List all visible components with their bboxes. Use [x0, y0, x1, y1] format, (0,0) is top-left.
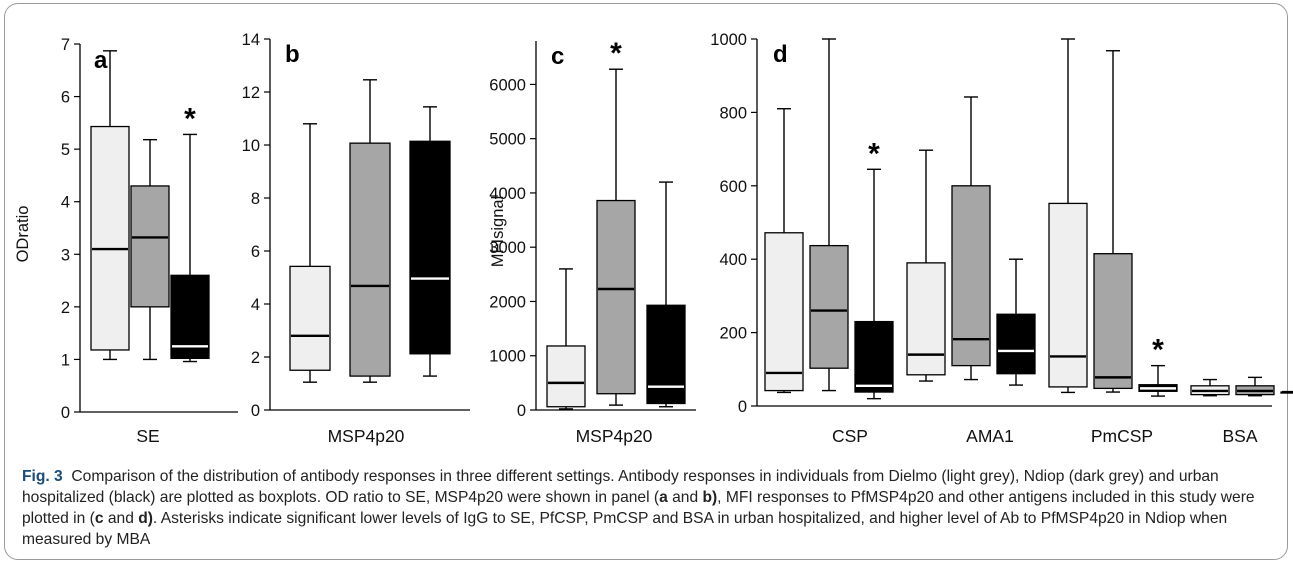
y-tick-label: 600: [719, 178, 747, 196]
y-tick-label: 0: [61, 404, 70, 422]
y-tick-label: 400: [719, 251, 747, 269]
category-label: BSA: [1222, 426, 1257, 446]
y-tick-label: 6: [61, 89, 70, 107]
box-urban-hospitalized: [170, 274, 210, 360]
caption-bold-2: b): [702, 489, 718, 506]
y-tick-label: 200: [719, 325, 747, 343]
y-tick-label: 1: [61, 351, 70, 369]
figure-chart: 01234567ODratioaSE*02468101214bMSP4p2001…: [14, 31, 1293, 446]
panel-letter: d: [773, 41, 788, 68]
significance-star: *: [184, 102, 196, 135]
caption-label: Fig. 3: [22, 468, 63, 485]
box-ndiop: [809, 244, 849, 369]
caption-bold-3: c: [94, 510, 104, 527]
y-tick-label: 0: [517, 402, 526, 420]
y-tick-label: 4: [251, 296, 260, 314]
y-tick-label: 5: [61, 141, 70, 159]
box-dielmo: [546, 345, 586, 408]
significance-star: *: [868, 137, 880, 170]
caption-text-1: Comparison of the distribution of antibo…: [22, 468, 1219, 506]
caption-text-3: , MFI responses to PfMSP4p20 and other a…: [22, 489, 1255, 527]
figure-caption: Fig. 3 Comparison of the distribution of…: [22, 466, 1272, 550]
panel-letter: a: [94, 47, 108, 74]
y-tick-label: 0: [738, 398, 747, 416]
box-ndiop: [951, 185, 991, 367]
box-dielmo: [1048, 202, 1088, 388]
box-ndiop: [1093, 253, 1133, 390]
y-tick-label: 2: [61, 299, 70, 317]
y-tick-label: 10: [242, 137, 260, 155]
box-dielmo: [906, 262, 946, 376]
box-urban-hospitalized: [996, 313, 1036, 375]
box-ndiop: [130, 185, 170, 308]
box-urban-hospitalized: [854, 320, 894, 393]
category-label: CSP: [832, 426, 868, 446]
y-tick-label: 7: [61, 36, 70, 54]
caption-text-5: . Asterisks indicate significant lower l…: [22, 510, 1228, 548]
y-tick-label: 6: [251, 243, 260, 261]
caption-text-2: and: [667, 489, 703, 506]
y-tick-label: 6000: [489, 76, 526, 94]
caption-text-4: and: [103, 510, 139, 527]
y-tick-label: 8: [251, 190, 260, 208]
y-tick-label: 2: [251, 349, 260, 367]
caption-bold-1: a: [659, 489, 668, 506]
category-label: PmCSP: [1091, 426, 1153, 446]
y-tick-label: 14: [242, 31, 260, 49]
y-tick-label: 3000: [489, 239, 526, 257]
box-urban-hospitalized: [646, 304, 686, 405]
y-tick-label: 5000: [489, 131, 526, 149]
y-tick-label: 2000: [489, 293, 526, 311]
figure-frame: [4, 3, 1288, 560]
y-tick-label: 12: [242, 84, 260, 102]
y-axis-label: MFIsignal: [489, 196, 507, 268]
box-ndiop: [349, 142, 391, 377]
caption-bold-4: d): [138, 510, 153, 527]
y-tick-label: 1000: [710, 31, 747, 49]
box-urban-hospitalized: [409, 140, 451, 355]
panel-letter: c: [551, 43, 564, 70]
panel-letter: b: [285, 41, 300, 68]
box-ndiop: [596, 199, 636, 395]
y-tick-label: 3: [61, 246, 70, 264]
box-dielmo: [289, 265, 331, 371]
category-label: MSP4p20: [576, 426, 653, 446]
box-dielmo: [764, 232, 804, 392]
y-tick-label: 4: [61, 194, 70, 212]
category-label: MSP4p20: [328, 426, 405, 446]
y-tick-label: 4000: [489, 185, 526, 203]
y-tick-label: 800: [719, 104, 747, 122]
y-tick-label: 0: [251, 402, 260, 420]
y-axis-label: ODratio: [14, 206, 32, 263]
significance-star: *: [610, 37, 622, 70]
category-label: AMA1: [966, 426, 1014, 446]
box-dielmo: [90, 125, 130, 351]
significance-star: *: [1152, 334, 1164, 367]
y-tick-label: 1000: [489, 348, 526, 366]
category-label: SE: [136, 426, 159, 446]
